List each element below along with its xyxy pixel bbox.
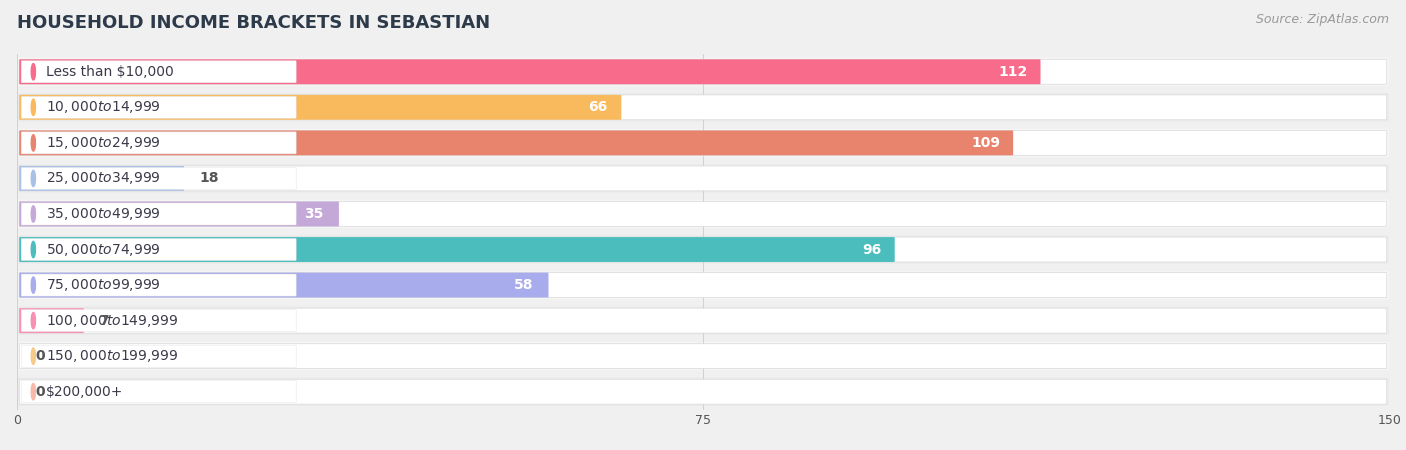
FancyBboxPatch shape: [20, 202, 339, 226]
FancyBboxPatch shape: [21, 132, 297, 154]
Circle shape: [31, 312, 35, 329]
FancyBboxPatch shape: [20, 95, 621, 120]
FancyBboxPatch shape: [20, 379, 1386, 404]
Text: 0: 0: [35, 349, 45, 363]
FancyBboxPatch shape: [20, 166, 184, 191]
Circle shape: [31, 277, 35, 293]
Text: 58: 58: [515, 278, 534, 292]
Circle shape: [31, 241, 35, 258]
Text: $25,000 to $34,999: $25,000 to $34,999: [46, 171, 160, 186]
Circle shape: [31, 348, 35, 365]
Text: 18: 18: [200, 171, 219, 185]
FancyBboxPatch shape: [17, 271, 1389, 299]
FancyBboxPatch shape: [20, 273, 1386, 297]
Text: 109: 109: [972, 136, 1000, 150]
Circle shape: [31, 63, 35, 80]
FancyBboxPatch shape: [20, 308, 84, 333]
FancyBboxPatch shape: [20, 59, 1386, 84]
Text: Less than $10,000: Less than $10,000: [46, 65, 174, 79]
FancyBboxPatch shape: [17, 306, 1389, 335]
FancyBboxPatch shape: [20, 273, 548, 297]
Text: $10,000 to $14,999: $10,000 to $14,999: [46, 99, 160, 115]
Text: $35,000 to $49,999: $35,000 to $49,999: [46, 206, 160, 222]
Text: $100,000 to $149,999: $100,000 to $149,999: [46, 313, 179, 328]
Circle shape: [31, 383, 35, 400]
Text: 66: 66: [588, 100, 607, 114]
FancyBboxPatch shape: [17, 58, 1389, 86]
FancyBboxPatch shape: [17, 164, 1389, 193]
FancyBboxPatch shape: [21, 274, 297, 296]
Circle shape: [31, 206, 35, 222]
FancyBboxPatch shape: [17, 200, 1389, 228]
FancyBboxPatch shape: [17, 129, 1389, 157]
FancyBboxPatch shape: [21, 203, 297, 225]
FancyBboxPatch shape: [20, 95, 1386, 120]
Text: $150,000 to $199,999: $150,000 to $199,999: [46, 348, 179, 364]
Text: 0: 0: [35, 385, 45, 399]
Circle shape: [31, 99, 35, 116]
Text: Source: ZipAtlas.com: Source: ZipAtlas.com: [1256, 14, 1389, 27]
Circle shape: [31, 135, 35, 151]
FancyBboxPatch shape: [21, 238, 297, 261]
Text: 112: 112: [998, 65, 1028, 79]
Circle shape: [31, 170, 35, 187]
Text: $50,000 to $74,999: $50,000 to $74,999: [46, 242, 160, 257]
Text: 7: 7: [100, 314, 108, 328]
FancyBboxPatch shape: [20, 202, 1386, 226]
FancyBboxPatch shape: [21, 61, 297, 83]
FancyBboxPatch shape: [20, 166, 1386, 191]
FancyBboxPatch shape: [20, 308, 1386, 333]
FancyBboxPatch shape: [20, 237, 1386, 262]
FancyBboxPatch shape: [21, 310, 297, 332]
Text: $200,000+: $200,000+: [46, 385, 124, 399]
FancyBboxPatch shape: [20, 237, 894, 262]
FancyBboxPatch shape: [20, 344, 1386, 369]
FancyBboxPatch shape: [20, 59, 1040, 84]
FancyBboxPatch shape: [17, 378, 1389, 406]
Text: $15,000 to $24,999: $15,000 to $24,999: [46, 135, 160, 151]
FancyBboxPatch shape: [17, 235, 1389, 264]
FancyBboxPatch shape: [17, 93, 1389, 122]
FancyBboxPatch shape: [21, 381, 297, 403]
Text: 35: 35: [304, 207, 323, 221]
FancyBboxPatch shape: [20, 130, 1386, 155]
Text: HOUSEHOLD INCOME BRACKETS IN SEBASTIAN: HOUSEHOLD INCOME BRACKETS IN SEBASTIAN: [17, 14, 491, 32]
FancyBboxPatch shape: [21, 96, 297, 118]
FancyBboxPatch shape: [17, 342, 1389, 370]
Text: 96: 96: [862, 243, 882, 256]
FancyBboxPatch shape: [20, 130, 1014, 155]
FancyBboxPatch shape: [21, 167, 297, 189]
FancyBboxPatch shape: [21, 345, 297, 367]
Text: $75,000 to $99,999: $75,000 to $99,999: [46, 277, 160, 293]
